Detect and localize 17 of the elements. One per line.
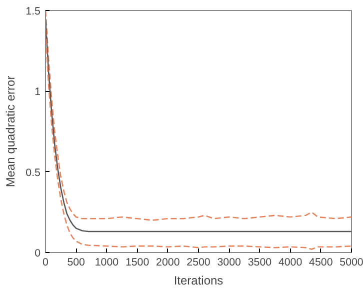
x-tick-label: 1000 xyxy=(94,256,119,268)
y-tick-label: 0 xyxy=(34,248,41,260)
x-tick-label: 3000 xyxy=(217,256,242,268)
x-tick-label: 500 xyxy=(67,256,86,268)
x-axis-title: Iterations xyxy=(174,274,224,288)
x-tick-label: 0 xyxy=(42,256,49,268)
x-tick-label: 1500 xyxy=(125,256,150,268)
y-tick-label: 0.5 xyxy=(26,166,41,179)
x-tick-label: 3500 xyxy=(248,256,272,268)
x-tick-label: 4000 xyxy=(278,256,302,268)
y-tick-label: 1.5 xyxy=(26,6,41,18)
x-tick-label: 2500 xyxy=(186,256,210,268)
x-tick-label: 5000 xyxy=(340,256,363,268)
x-tick-label: 4500 xyxy=(309,256,333,268)
y-axis-title: Mean quadratic error xyxy=(4,76,18,188)
x-tick-label: 2000 xyxy=(156,256,180,268)
y-tick-label: 1 xyxy=(34,86,41,98)
